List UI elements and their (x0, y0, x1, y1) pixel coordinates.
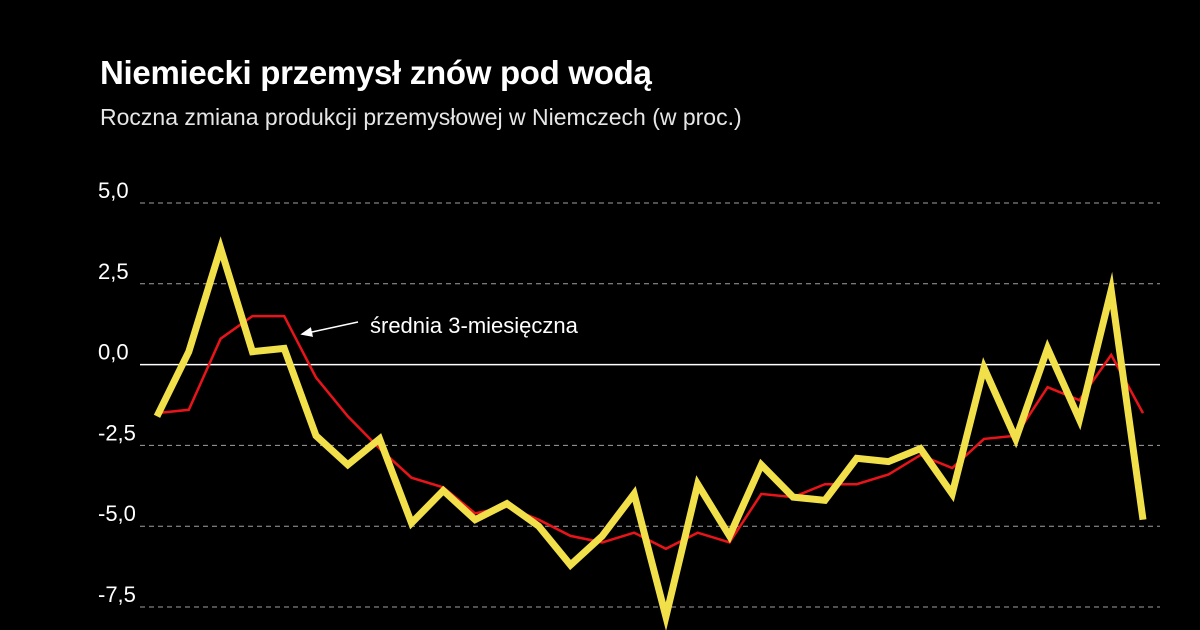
series-lines (153, 236, 1147, 630)
y-tick-label: -7,5 (98, 582, 136, 607)
annotation-label: średnia 3-miesięczna (370, 313, 579, 338)
series-line-3-month-average (156, 314, 1145, 551)
chart-subtitle: Roczna zmiana produkcji przemysłowej w N… (100, 104, 742, 130)
annotation-arrow (300, 321, 359, 337)
y-tick-label: 2,5 (98, 259, 129, 284)
y-tick-label: 0,0 (98, 340, 129, 365)
y-tick-label: 5,0 (98, 178, 129, 203)
annotation: średnia 3-miesięczna (300, 313, 579, 338)
series-line-monthly (153, 236, 1147, 630)
y-tick-label: -2,5 (98, 420, 136, 445)
y-tick-label: -5,0 (98, 501, 136, 526)
y-axis-ticks: 5,0 2,5 0,0 -2,5 -5,0 -7,5 (98, 178, 136, 607)
chart-title: Niemiecki przemysł znów pod wodą (100, 54, 652, 91)
